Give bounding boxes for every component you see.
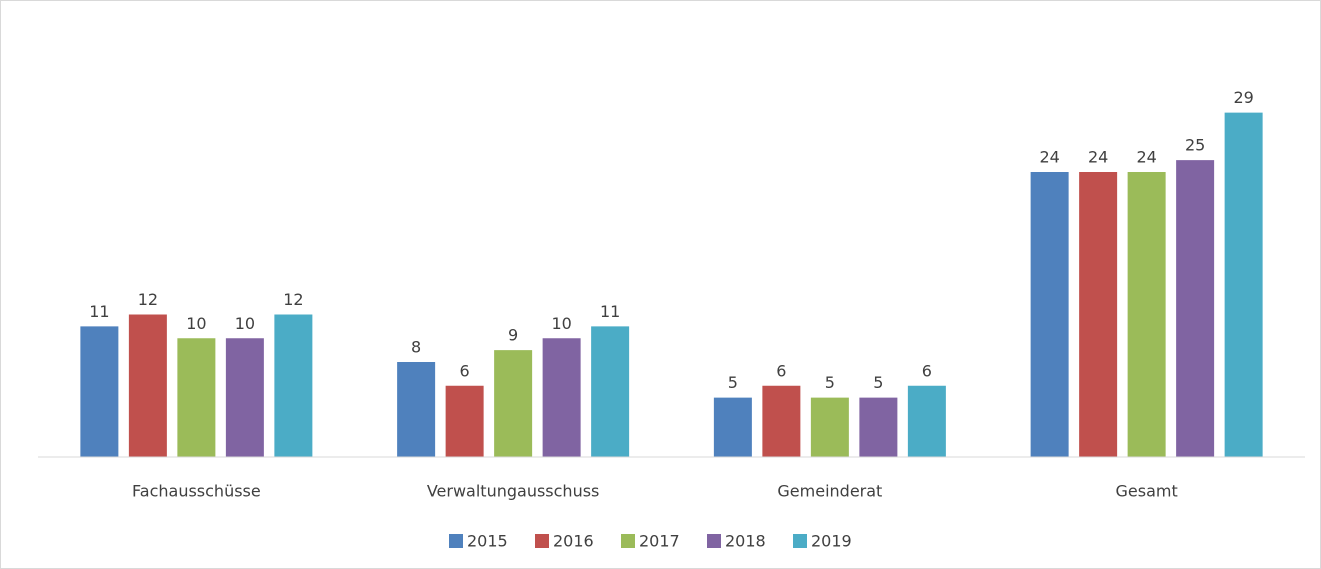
data-label: 29 [1233,88,1253,107]
legend-swatch [621,534,635,548]
data-label: 10 [235,314,255,333]
x-tick-label: Gesamt [1116,482,1178,501]
bar [1176,160,1215,457]
bar [80,326,119,457]
data-label: 11 [89,302,109,321]
data-label: 9 [508,326,518,345]
legend-swatch [535,534,549,548]
bar [859,397,898,457]
legend-label: 2016 [553,532,594,551]
data-label: 10 [551,314,571,333]
x-tick-label: Fachausschüsse [132,482,261,501]
bar [128,314,167,457]
bar [225,338,264,457]
data-label: 6 [922,361,932,380]
bar [907,385,946,457]
data-label: 5 [873,373,883,392]
bar [494,350,533,457]
data-label: 6 [776,361,786,380]
legend-label: 2019 [811,532,852,551]
data-label: 25 [1185,136,1205,155]
legend-swatch [449,534,463,548]
bar [274,314,313,457]
bar [542,338,581,457]
bar [713,397,752,457]
legend-swatch [793,534,807,548]
data-label: 24 [1088,148,1108,167]
legend-swatch [707,534,721,548]
bar [810,397,849,457]
x-tick-label: Verwaltungausschuss [427,482,600,501]
data-label: 24 [1136,148,1156,167]
legend-label: 2018 [725,532,766,551]
bar [397,362,436,457]
data-label: 24 [1039,148,1059,167]
bar [762,385,801,457]
bar [1224,112,1263,457]
data-label: 12 [283,290,303,309]
bar [177,338,216,457]
legend-label: 2017 [639,532,680,551]
bar [1127,172,1166,457]
x-tick-label: Gemeinderat [777,482,882,501]
data-label: 8 [411,338,421,357]
data-label: 11 [600,302,620,321]
bar [445,385,484,457]
bar [1079,172,1118,457]
data-label: 12 [138,290,158,309]
data-label: 5 [728,373,738,392]
legend-label: 2015 [467,532,508,551]
data-label: 6 [460,361,470,380]
bar [591,326,630,457]
data-label: 10 [186,314,206,333]
bar [1030,172,1069,457]
data-label: 5 [825,373,835,392]
